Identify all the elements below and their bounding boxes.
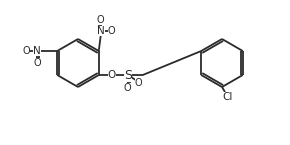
Text: N: N: [97, 26, 105, 36]
Text: O: O: [108, 70, 116, 80]
Text: Cl: Cl: [223, 92, 233, 102]
Text: O: O: [124, 83, 132, 93]
Text: O: O: [97, 15, 105, 25]
Text: O: O: [22, 46, 30, 56]
Text: N: N: [33, 46, 41, 56]
Text: S: S: [124, 68, 132, 81]
Text: O: O: [33, 58, 41, 68]
Text: O: O: [135, 78, 143, 88]
Text: O: O: [108, 26, 116, 36]
